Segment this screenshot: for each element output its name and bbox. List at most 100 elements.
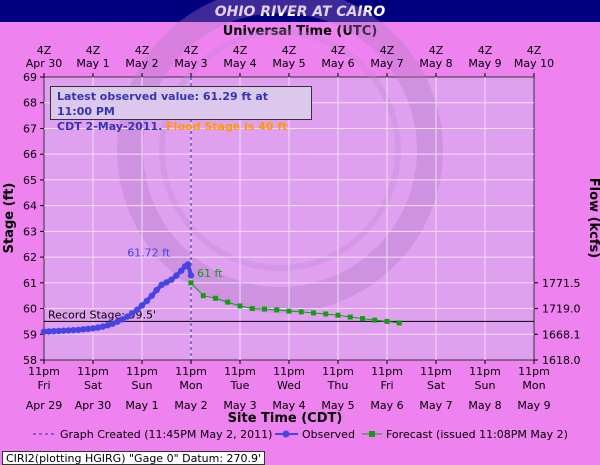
top-tick-date: May 4 (223, 57, 256, 70)
observed-point (178, 267, 185, 274)
y-tick-label: 59 (23, 328, 37, 341)
x-tick-time: 11pm (224, 365, 256, 378)
x-tick-time: 11pm (175, 365, 207, 378)
y2-tick-label: 1618.0 (542, 354, 581, 367)
top-tick-date: May 5 (272, 57, 305, 70)
x-tick-day: Mon (179, 379, 202, 392)
y-tick-label: 63 (23, 225, 37, 238)
x-tick-day: Tue (230, 379, 250, 392)
top-tick-date: May 2 (125, 57, 158, 70)
x-tick-date: May 4 (272, 399, 305, 412)
observed-point (50, 327, 57, 335)
top-tick-date: May 1 (76, 57, 109, 70)
x-tick-day: Wed (277, 379, 301, 392)
legend-graph-created: Graph Created (11:45PM May 2, 2011) (60, 428, 272, 441)
top-tick-date: May 8 (419, 57, 452, 70)
x-tick-date: May 5 (321, 399, 354, 412)
legend-forecast-marker (369, 431, 375, 437)
observed-point (70, 326, 77, 334)
x-tick-time: 11pm (273, 365, 305, 378)
x-tick-day: Fri (37, 379, 50, 392)
forecast-point (237, 303, 243, 309)
x-tick-time: 11pm (469, 365, 501, 378)
y-tick-label: 60 (23, 303, 37, 316)
x-tick-date: May 9 (517, 399, 550, 412)
y2-axis-label: Flow (kcfs) (586, 178, 600, 258)
y-tick-label: 62 (23, 251, 37, 264)
observed-point (114, 318, 121, 325)
top-tick-hour: 4Z (478, 44, 493, 57)
x-tick-time: 11pm (126, 365, 158, 378)
top-tick-date: May 10 (514, 57, 554, 70)
observed-point (184, 261, 192, 268)
observed-point (75, 326, 82, 334)
x-tick-day: Sat (84, 379, 103, 392)
x-tick-time: 11pm (77, 365, 109, 378)
observed-point (129, 310, 136, 317)
y-tick-label: 64 (23, 200, 37, 213)
forecast-point (200, 293, 206, 299)
flood-stage-text: Flood Stage is 40 ft (166, 120, 288, 133)
chart-title: OHIO RIVER AT CAIRO (215, 4, 386, 20)
forecast-point (188, 280, 194, 286)
top-tick-hour: 4Z (86, 44, 101, 57)
observed-point (94, 324, 102, 331)
datum-footer: CIRI2(plotting HGIRG) "Gage 0" Datum: 27… (2, 451, 266, 465)
x-tick-time: 11pm (28, 365, 60, 378)
x-axis-label: Site Time (CDT) (228, 411, 343, 426)
observed-peak-label: 61.72 ft (127, 246, 171, 259)
observed-point (153, 286, 160, 294)
forecast-point (274, 307, 280, 313)
top-tick-date: May 6 (321, 57, 354, 70)
x-tick-day: Sat (427, 379, 446, 392)
forecast-point (213, 295, 218, 301)
forecast-start-label: 61 ft (197, 267, 223, 280)
forecast-point (396, 320, 402, 326)
x-tick-day: Mon (522, 379, 545, 392)
legend: Graph Created (11:45PM May 2, 2011) Obse… (33, 428, 568, 441)
forecast-point (347, 314, 353, 320)
forecast-point (225, 299, 231, 305)
x-tick-date: May 2 (174, 399, 207, 412)
forecast-point (384, 318, 390, 324)
observed-point (148, 292, 155, 299)
latest-value-datetime: CDT 2-May-2011. (57, 120, 163, 133)
top-tick-hour: 4Z (135, 44, 150, 57)
observed-point (173, 272, 180, 279)
observed-point (80, 326, 87, 333)
latest-value-text: Latest observed value: 61.29 ft at 11:00… (57, 90, 269, 118)
observed-point (158, 281, 165, 289)
y-tick-label: 69 (23, 71, 37, 84)
y-tick-label: 67 (23, 122, 37, 135)
forecast-point (372, 317, 378, 323)
forecast-point (249, 306, 255, 312)
observed-point (40, 328, 48, 335)
latest-value-date: CDT 2-May-2011. Flood Stage is 40 ft (57, 119, 305, 134)
y-tick-label: 58 (23, 354, 37, 367)
top-axis-label: Universal Time (UTC) (223, 24, 378, 39)
forecast-point (311, 310, 316, 316)
y-tick-label: 65 (23, 174, 37, 187)
y-tick-label: 66 (23, 148, 37, 161)
observed-point (99, 323, 107, 330)
top-tick-hour: 4Z (380, 44, 395, 57)
top-tick-hour: 4Z (282, 44, 297, 57)
observed-point (45, 328, 53, 335)
observed-point (109, 320, 116, 327)
top-tick-date: Apr 30 (26, 57, 63, 70)
observed-point (143, 297, 151, 305)
top-tick-hour: 4Z (37, 44, 52, 57)
observed-point (187, 272, 195, 279)
legend-forecast: Forecast (issued 11:08PM May 2) (386, 428, 568, 441)
forecast-point (360, 316, 365, 322)
forecast-point (286, 308, 292, 314)
observed-point (65, 327, 72, 334)
top-tick-hour: 4Z (184, 44, 199, 57)
observed-point (84, 325, 92, 333)
top-tick-date: May 7 (370, 57, 403, 70)
y-tick-label: 68 (23, 97, 37, 110)
top-tick-hour: 4Z (527, 44, 542, 57)
observed-point (119, 316, 126, 323)
x-tick-date: May 8 (468, 399, 501, 412)
